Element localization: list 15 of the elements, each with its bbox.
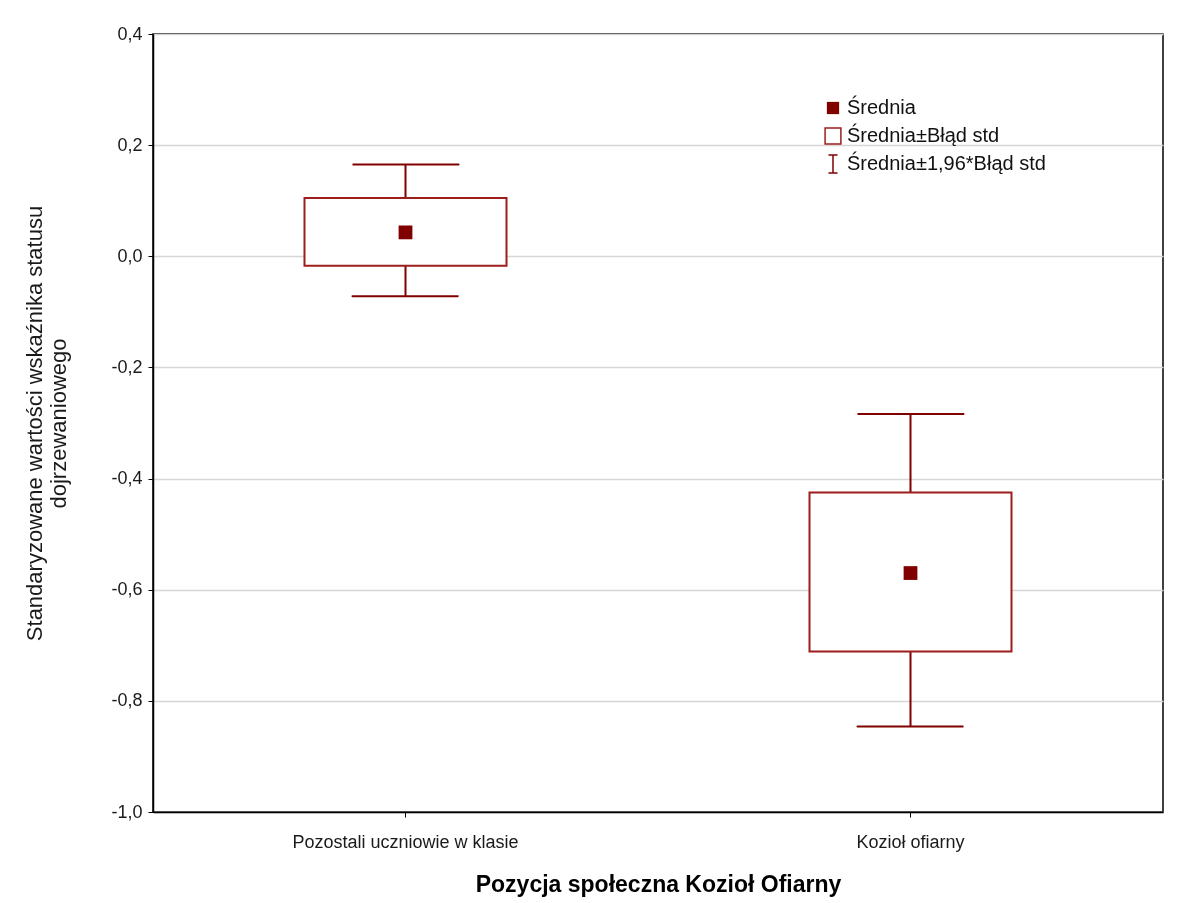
y-tick-label: -0,2 <box>111 356 143 377</box>
legend-label: Średnia±Błąd std <box>847 123 1000 146</box>
y-tick-label: 0,4 <box>117 23 143 44</box>
y-tick-label: -1,0 <box>111 801 143 822</box>
legend-label: Średnia <box>847 95 917 118</box>
y-tick-label: -0,4 <box>111 468 143 489</box>
x-tick-label: Pozostali uczniowie w klasie <box>292 831 519 852</box>
y-tick-label: 0,2 <box>117 134 143 155</box>
y-tick-label: -0,8 <box>111 690 143 711</box>
y-axis-title: Standaryzowane wartości wskaźnika statusu dojrzewaniowego <box>22 205 72 642</box>
x-axis-title: Pozycja społeczna Kozioł Ofiarny <box>475 870 842 897</box>
y-tick-label: -0,6 <box>111 579 143 600</box>
y-tick-label: 0,0 <box>117 245 143 266</box>
x-tick-label: Kozioł ofiarny <box>856 831 965 852</box>
annotation: Średnia±1,96*Błąd std <box>847 151 1046 174</box>
